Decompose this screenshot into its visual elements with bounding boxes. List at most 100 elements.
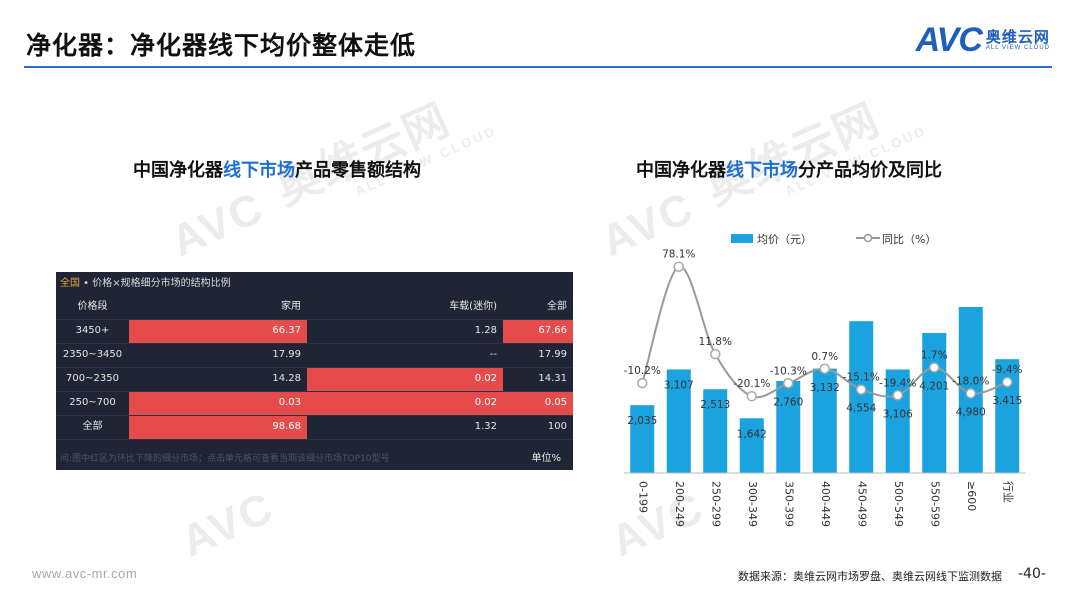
yoy-marker: [929, 362, 940, 373]
panel-note: 问:图中红区为环比下降的细分市场；点击单元格可查看当期该细分市场TOP10型号: [60, 454, 390, 464]
table-cell[interactable]: 14.31: [538, 373, 567, 384]
panel-header: 全国 • 价格×规格细分市场的结构比例: [56, 272, 573, 296]
table-cell: 全部: [82, 421, 103, 432]
table-cell: 700~2350: [66, 373, 119, 384]
watermark: AVC: [163, 182, 272, 267]
legend-swatch-bar: [731, 234, 753, 243]
yoy-label: -10.2%: [624, 365, 661, 377]
x-tick-label: 550-599: [928, 481, 941, 527]
data-source: 数据来源：奥维云网市场罗盘、奥维云网线下监测数据: [738, 570, 1002, 583]
table-header-cell: 全部: [547, 301, 567, 312]
x-tick-label: ≥600: [965, 481, 978, 511]
table-cell: 250~700: [69, 397, 116, 408]
logo-mark: AVC: [915, 20, 983, 59]
table-header-cell: 价格段: [77, 301, 108, 312]
yoy-marker: [746, 390, 757, 402]
table-cell: 2350~3450: [62, 349, 123, 360]
yoy-label: -10.3%: [770, 365, 807, 377]
table-row: 2350~3450 17.99 -- 17.99: [56, 344, 573, 368]
legend-label-line: 同比（%）: [882, 233, 936, 246]
yoy-label: -9.4%: [992, 364, 1022, 376]
watermark: AVC: [173, 482, 282, 567]
watermark: 奥维云网 ALL VIEW CLOUD: [699, 94, 930, 215]
table-row: 3450+ 66.37 1.28 67.66: [56, 320, 573, 344]
bar-value-label: 4,554: [846, 403, 876, 415]
table-cell[interactable]: 17.99: [272, 349, 301, 360]
yoy-label: 11.8%: [699, 336, 732, 348]
table-cell[interactable]: 0.02: [307, 368, 503, 391]
left-section-title: 中国净化器线下市场产品零售额结构: [133, 160, 421, 181]
table-cell[interactable]: 14.28: [272, 373, 301, 384]
table-cell[interactable]: 0.03: [129, 392, 307, 415]
yoy-marker: [710, 348, 721, 360]
watermark: 奥维云网 ALL VIEW CLOUD: [269, 94, 500, 215]
panel-subtitle: • 价格×规格细分市场的结构比例: [80, 278, 231, 289]
yoy-marker: [637, 377, 648, 389]
x-tick-label: 500-549: [892, 481, 905, 527]
table-cell[interactable]: 17.99: [538, 349, 567, 360]
bar-value-label: 3,415: [992, 395, 1022, 407]
page-title: 净化器：净化器线下均价整体走低: [26, 31, 417, 60]
yoy-label: 0.7%: [811, 351, 838, 363]
structure-table: 价格段 家用 车载(迷你) 全部 3450+ 66.37 1.28 67.66 2350…: [56, 296, 573, 440]
yoy-label: 1.7%: [921, 349, 948, 361]
chart-bar: [849, 321, 874, 473]
yoy-label: -15.1%: [843, 372, 880, 384]
table-header-row: 价格段 家用 车载(迷你) 全部: [56, 296, 573, 320]
yoy-marker: [819, 363, 830, 375]
table-cell[interactable]: 67.66: [503, 320, 573, 343]
table-cell[interactable]: 0.05: [503, 392, 573, 415]
table-row: 全部 98.68 1.32 100: [56, 416, 573, 440]
table-header-cell: 家用: [281, 301, 301, 312]
yoy-marker: [783, 378, 794, 389]
structure-table-panel: 全国 • 价格×规格细分市场的结构比例 价格段 家用 车载(迷你) 全部 345…: [56, 272, 573, 470]
chart-svg: 均价（元） 同比（%） -10.2% 78.1% 11.8% -20.1%-10.3% 0.…: [624, 233, 1026, 527]
region-label[interactable]: 全国: [60, 278, 80, 289]
legend-marker-line: [863, 233, 873, 243]
table-cell[interactable]: 100: [547, 421, 567, 432]
x-tick-label: 300-349: [746, 481, 759, 527]
x-tick-label: 行业: [1001, 481, 1014, 503]
table-header-cell: 车载(迷你): [449, 301, 497, 312]
chart-bar: [885, 369, 910, 473]
yoy-marker: [673, 261, 684, 272]
bar-value-label: 3,106: [883, 408, 913, 420]
bar-value-label: 3,132: [810, 382, 840, 394]
table-cell[interactable]: 1.32: [474, 421, 497, 432]
yoy-label: -20.1%: [733, 378, 770, 390]
table-row: 700~2350 14.28 0.02 14.31: [56, 368, 573, 392]
x-tick-label: 400-449: [819, 481, 832, 527]
bar-value-label: 2,513: [700, 399, 730, 411]
yoy-marker: [856, 384, 867, 395]
bar-value-label: 1,642: [737, 428, 767, 440]
yoy-marker: [1002, 376, 1013, 388]
bar-value-label: 4,980: [956, 406, 986, 418]
table-cell[interactable]: 98.68: [129, 416, 307, 439]
chart-bar: [995, 359, 1020, 473]
avg-price-chart: 均价（元） 同比（%） -10.2% 78.1% 11.8% -20.1% -10.3% 0.…: [600, 222, 1060, 552]
bar-value-label: 2,760: [773, 396, 803, 408]
bar-value-label: 3,107: [664, 379, 694, 391]
yoy-label: -18.0%: [952, 375, 989, 387]
x-tick-label: 350-399: [782, 481, 795, 527]
table-cell: 3450+: [75, 325, 110, 336]
legend-label-bar: 均价（元）: [757, 233, 812, 246]
chart-bar: [703, 389, 728, 473]
table-row: 250~700 0.03 0.02 0.05: [56, 392, 573, 416]
chart-bar: [812, 368, 837, 473]
table-cell[interactable]: 66.37: [129, 320, 307, 343]
chart-bar: [776, 381, 801, 473]
table-cell[interactable]: --: [489, 349, 497, 360]
page-number: -40-: [1018, 566, 1046, 582]
chart-bar: [739, 418, 764, 473]
yoy-label: 78.1%: [662, 249, 695, 261]
x-tick-label: 0-199: [636, 481, 649, 513]
bar-value-label: 2,035: [627, 415, 657, 427]
yoy-marker: [965, 388, 976, 399]
chart-bar: [922, 332, 947, 473]
yoy-marker: [892, 390, 903, 401]
footer-url[interactable]: www.avc-mr.com: [32, 566, 138, 581]
table-cell[interactable]: 1.28: [474, 325, 497, 336]
unit-label: 单位%: [531, 453, 561, 464]
table-cell[interactable]: 0.02: [307, 392, 503, 415]
